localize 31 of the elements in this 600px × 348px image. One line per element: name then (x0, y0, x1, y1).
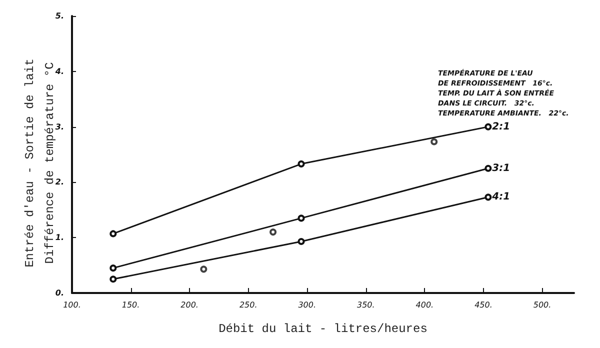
point (110, 276, 117, 283)
point (430, 138, 438, 146)
x-tick-label: 500. (533, 300, 552, 310)
point (484, 164, 492, 172)
point (484, 194, 492, 201)
x-tick-label: 300. (298, 300, 316, 310)
series-label: 2:1 (492, 121, 510, 132)
x-tick-label: 350. (357, 300, 375, 310)
series-label: 3:1 (492, 162, 510, 174)
x-tick-label: 400. (416, 300, 434, 310)
point (110, 264, 117, 272)
y-tick-label: 1. (55, 233, 64, 242)
point (298, 238, 305, 245)
x-tick-label: 450. (474, 300, 492, 310)
x-tick-label: 150. (122, 300, 140, 310)
y-tick-label: 3. (55, 122, 64, 132)
point (298, 214, 305, 222)
point (270, 228, 277, 236)
series-label: 4:1 (491, 192, 510, 203)
y-tick-label: 0. (55, 288, 64, 298)
y-tick-label: 4. (54, 66, 64, 76)
x-axis-title: Débit du lait - litres/heures (218, 322, 428, 336)
x-tick-label: 250. (239, 300, 258, 310)
x-tick-label: 200. (180, 300, 198, 310)
x-tick-label: 100. (63, 300, 81, 310)
point (484, 123, 492, 130)
point (110, 230, 117, 238)
point (200, 266, 208, 273)
y-tick-label: 2. (55, 178, 64, 187)
y-tick-label: 5. (55, 12, 64, 20)
point (298, 160, 305, 168)
